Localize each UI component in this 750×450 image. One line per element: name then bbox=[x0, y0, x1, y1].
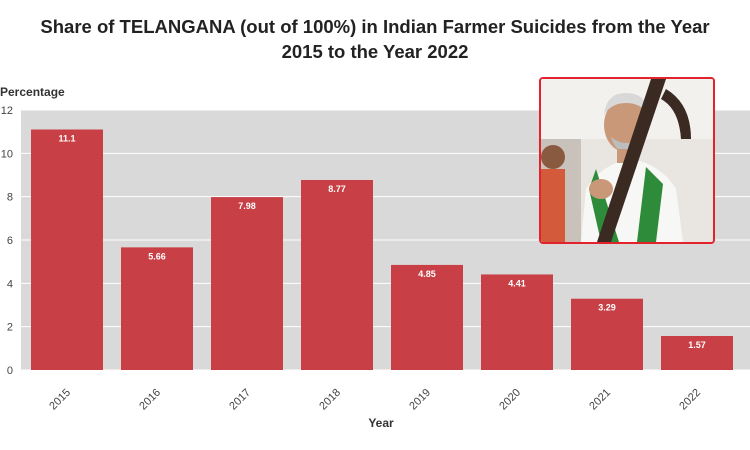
portrait-illustration bbox=[541, 79, 713, 242]
x-axis-ticks: 2015 2016 2017 2018 2019 2020 2021 2022 bbox=[47, 387, 703, 413]
bar-2021 bbox=[571, 298, 643, 370]
bar-2022 bbox=[661, 335, 733, 370]
bar-2017 bbox=[211, 197, 283, 370]
bar-2020 bbox=[481, 274, 553, 370]
chart-title-line-2: 2015 to the Year 2022 bbox=[281, 41, 469, 62]
y-axis-label: Percentage bbox=[0, 85, 65, 99]
y-tick-label: 0 bbox=[7, 365, 13, 377]
portrait-photo bbox=[539, 77, 715, 244]
x-tick-label: 2018 bbox=[317, 387, 343, 413]
bar-2016 bbox=[121, 247, 193, 370]
bar-value-label: 11.1 bbox=[58, 134, 75, 144]
bar-value-label: 5.66 bbox=[148, 251, 166, 261]
y-tick-label: 12 bbox=[1, 105, 13, 117]
bar-2015 bbox=[31, 129, 103, 370]
x-tick-label: 2019 bbox=[407, 387, 433, 413]
x-tick-label: 2021 bbox=[587, 387, 613, 413]
bar-value-label: 4.85 bbox=[418, 269, 436, 279]
bar-value-label: 3.29 bbox=[598, 303, 616, 313]
x-tick-label: 2017 bbox=[227, 387, 253, 413]
chart-title: Share of TELANGANA (out of 100%) in Indi… bbox=[0, 14, 750, 64]
y-tick-label: 10 bbox=[1, 148, 13, 160]
x-tick-label: 2022 bbox=[677, 387, 703, 413]
bar-value-label: 1.57 bbox=[688, 340, 706, 350]
x-tick-label: 2015 bbox=[47, 387, 73, 413]
y-tick-label: 4 bbox=[7, 278, 13, 290]
y-tick-label: 6 bbox=[7, 235, 13, 247]
bar-2019 bbox=[391, 264, 463, 370]
y-tick-label: 2 bbox=[7, 322, 13, 334]
y-axis-ticks: 0 2 4 6 8 10 12 bbox=[1, 105, 13, 377]
bar-value-label: 7.98 bbox=[238, 201, 256, 211]
bar-value-label: 4.41 bbox=[508, 278, 526, 288]
x-tick-label: 2020 bbox=[497, 387, 523, 413]
y-tick-label: 8 bbox=[7, 192, 13, 204]
chart-title-line-1: Share of TELANGANA (out of 100%) in Indi… bbox=[40, 16, 710, 37]
bars: 11.1 5.66 7.98 8.77 4.85 4.41 3.29 1.57 bbox=[31, 129, 733, 370]
x-axis-label: Year bbox=[368, 416, 394, 430]
x-tick-label: 2016 bbox=[137, 387, 163, 413]
bar-value-label: 8.77 bbox=[328, 184, 346, 194]
bar-2018 bbox=[301, 179, 373, 370]
